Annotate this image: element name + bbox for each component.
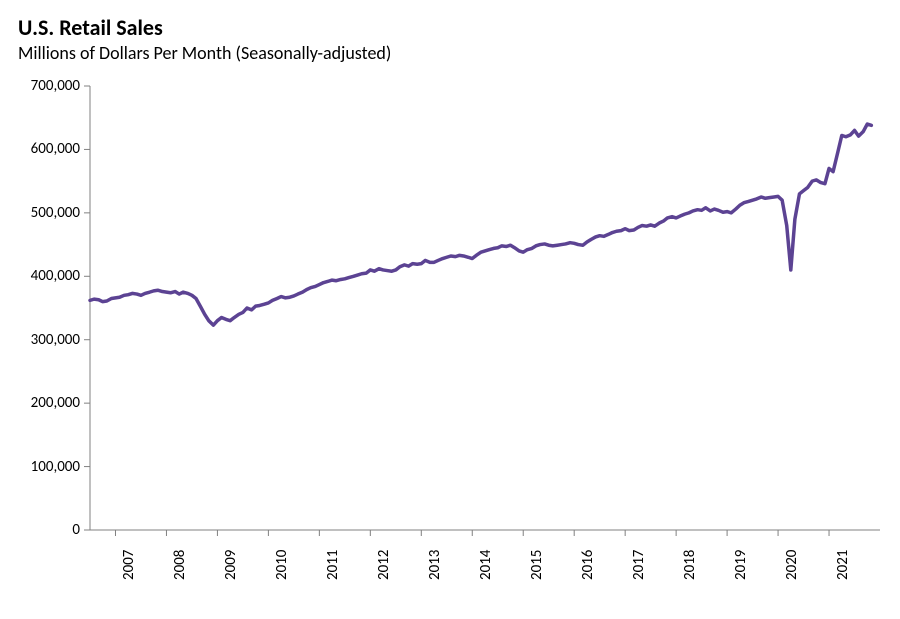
y-tick-label: 500,000 xyxy=(10,204,80,222)
x-tick-label: 2016 xyxy=(579,550,597,580)
y-tick-label: 100,000 xyxy=(10,458,80,476)
x-tick-label: 2010 xyxy=(273,550,291,580)
x-tick-label: 2009 xyxy=(222,550,240,580)
x-tick-label: 2007 xyxy=(120,550,138,580)
x-tick-label: 2012 xyxy=(375,550,393,580)
x-tick-label: 2017 xyxy=(630,550,648,580)
y-tick-label: 200,000 xyxy=(10,394,80,412)
y-tick-label: 400,000 xyxy=(10,267,80,285)
x-tick-label: 2015 xyxy=(528,550,546,580)
x-tick-label: 2018 xyxy=(681,550,699,580)
x-tick-label: 2014 xyxy=(477,550,495,580)
x-tick-label: 2020 xyxy=(783,550,801,580)
x-tick-label: 2013 xyxy=(426,550,444,580)
y-tick-label: 600,000 xyxy=(10,140,80,158)
y-tick-label: 300,000 xyxy=(10,331,80,349)
x-tick-label: 2021 xyxy=(834,550,852,580)
y-tick-label: 700,000 xyxy=(10,77,80,95)
y-tick-label: 0 xyxy=(10,521,80,539)
x-tick-label: 2011 xyxy=(324,550,342,580)
line-chart-svg xyxy=(0,0,900,614)
chart-container: U.S. Retail Sales Millions of Dollars Pe… xyxy=(0,0,900,614)
retail-sales-line xyxy=(90,124,871,325)
x-tick-label: 2008 xyxy=(171,550,189,580)
x-tick-label: 2019 xyxy=(732,550,750,580)
chart-area xyxy=(0,0,900,614)
